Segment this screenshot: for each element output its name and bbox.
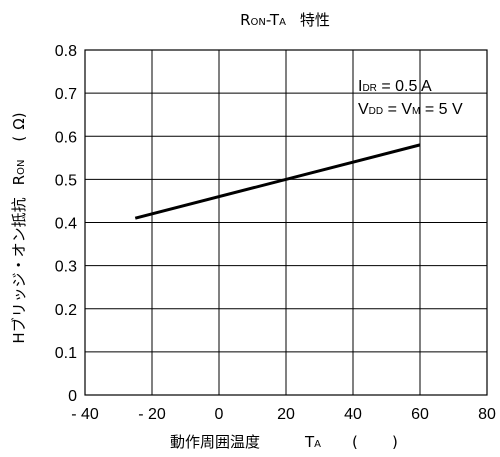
y-axis-label-symbol: R (10, 175, 28, 185)
x-axis-label-unit-open: ( (352, 433, 358, 451)
x-tick-label: - 20 (138, 406, 166, 423)
y-tick-label: 0.8 (55, 43, 77, 60)
series-line (134, 143, 421, 220)
x-tick-label: 80 (478, 406, 496, 423)
svg-text:Hブリッジ・オン抵抗RON(Ω): Hブリッジ・オン抵抗RON(Ω) (10, 112, 28, 343)
y-axis-ticks: 0 0.1 0.2 0.3 0.4 0.5 0.6 0.7 0.8 (55, 43, 77, 405)
x-axis-ticks: - 40 - 20 0 20 40 60 80 (71, 406, 496, 423)
y-tick-label: 0.2 (55, 302, 77, 319)
annotation-vdd: VDD = VM = 5 V (358, 101, 463, 118)
y-tick-label: 0 (68, 388, 77, 405)
y-axis-label-main: Hブリッジ・オン抵抗 (10, 197, 28, 343)
y-axis-label: Hブリッジ・オン抵抗RON(Ω) (10, 112, 28, 343)
series-layer (134, 143, 421, 220)
x-tick-label: 60 (411, 406, 429, 423)
grid (85, 50, 487, 395)
plot-frame (84, 49, 488, 396)
plot-border (84, 49, 488, 396)
y-tick-label: 0.5 (55, 172, 77, 189)
x-axis-label-symbol: TA (304, 433, 321, 451)
chart-title: RON-TA 特性 (240, 11, 330, 29)
x-tick-label: 40 (344, 406, 362, 423)
x-axis-label-main: 動作周囲温度 (170, 433, 260, 451)
legend-annotation: IDR = 0.5 A VDD = VM = 5 V (358, 78, 463, 118)
y-axis-label-unit: Ω (10, 118, 28, 129)
x-tick-label: 0 (215, 406, 224, 423)
x-tick-label: 20 (277, 406, 295, 423)
y-tick-label: 0.3 (55, 259, 77, 276)
x-axis-label-unit-close: ) (392, 433, 398, 451)
y-tick-label: 0.6 (55, 129, 77, 146)
y-tick-label: 0.1 (55, 345, 77, 362)
y-tick-label: 0.7 (55, 86, 77, 103)
y-tick-label: 0.4 (55, 216, 77, 233)
x-axis-label: 動作周囲温度 TA ( ) (170, 433, 398, 451)
x-tick-label: - 40 (71, 406, 99, 423)
annotation-idr: IDR = 0.5 A (358, 78, 432, 95)
